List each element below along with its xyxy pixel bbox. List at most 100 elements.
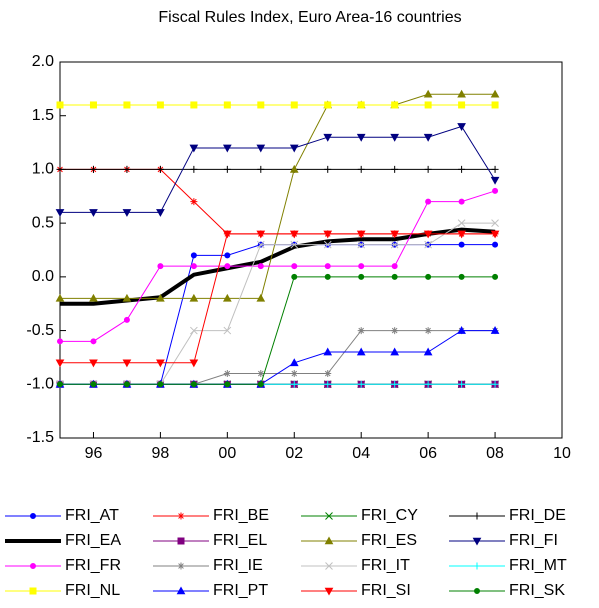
marker [257,381,264,388]
marker [224,263,231,270]
marker [424,240,432,249]
marker [156,293,165,302]
marker [324,263,331,270]
legend-label: FRI_CY [361,507,418,524]
marker [157,381,164,388]
marker [156,101,164,109]
legend-marker [473,562,481,570]
marker [458,380,466,388]
marker [391,380,399,388]
marker [356,230,366,239]
series-line [60,190,496,342]
y-tick-label: 0.0 [32,268,54,285]
series-line [60,276,496,385]
marker [223,370,231,378]
marker [323,230,333,239]
marker [425,273,432,280]
marker [89,293,98,302]
marker [391,273,398,280]
legend-marker [176,586,186,595]
marker [223,326,232,335]
marker [224,252,231,259]
marker [256,144,266,153]
marker [190,252,197,259]
marker [492,273,499,280]
legend-marker [29,587,37,595]
legend-marker [324,536,334,545]
marker [423,133,433,142]
y-tick-label: 1.0 [32,161,54,178]
x-tick-label: 06 [419,445,437,462]
legend-label: FRI_NL [65,582,120,599]
y-tick-label: -1.5 [26,429,54,446]
legend-marker [177,512,185,520]
marker [55,209,65,217]
marker [357,240,366,249]
y-tick-label: -0.5 [26,322,54,339]
marker [122,209,132,217]
marker [391,101,399,109]
marker [357,101,365,109]
marker [390,133,400,142]
marker [89,101,97,109]
x-tick-label: 00 [218,445,236,462]
marker [222,230,232,239]
marker [290,380,298,388]
marker [492,187,499,194]
marker [323,240,332,249]
series-line [60,93,496,299]
plot-frame [59,61,563,439]
marker [324,370,332,378]
marker [89,165,97,173]
marker [57,338,63,345]
marker [423,347,433,356]
marker [391,165,399,173]
y-tick-label: 0.5 [32,214,54,231]
marker [156,359,165,368]
legend-label: FRI_IT [361,557,410,574]
marker [157,263,164,270]
marker [457,230,466,239]
series-line [60,233,496,364]
marker [291,273,298,280]
marker [390,230,400,239]
series-line [60,330,496,385]
legend-label: FRI_SI [361,582,411,599]
marker [358,263,365,270]
x-tick-label: 04 [352,445,370,462]
marker [257,370,265,378]
marker [223,165,231,173]
legend-label: FRI_EL [213,532,267,549]
marker [491,380,499,388]
marker [257,263,264,270]
marker [290,240,299,249]
marker [424,380,432,388]
marker [457,219,466,227]
series-line [60,330,496,385]
marker [123,165,131,173]
marker [223,101,231,109]
marker [458,273,465,280]
x-tick-label: 08 [486,445,504,462]
marker [224,381,231,388]
marker [357,165,365,173]
legend-label: FRI_FR [65,557,121,574]
legend-marker [30,513,36,519]
marker [491,219,499,227]
legend-marker [324,587,334,596]
marker [156,209,165,217]
marker [156,165,164,173]
marker [189,293,199,302]
marker [122,359,132,368]
marker [458,101,466,109]
legend-marker [473,512,481,520]
marker [324,380,332,388]
legend-label: FRI_IE [213,557,263,574]
marker [90,338,97,345]
marker [458,241,465,248]
marker [56,101,64,109]
legend-label: FRI_FI [509,532,558,549]
marker [391,327,399,335]
marker [123,381,130,388]
